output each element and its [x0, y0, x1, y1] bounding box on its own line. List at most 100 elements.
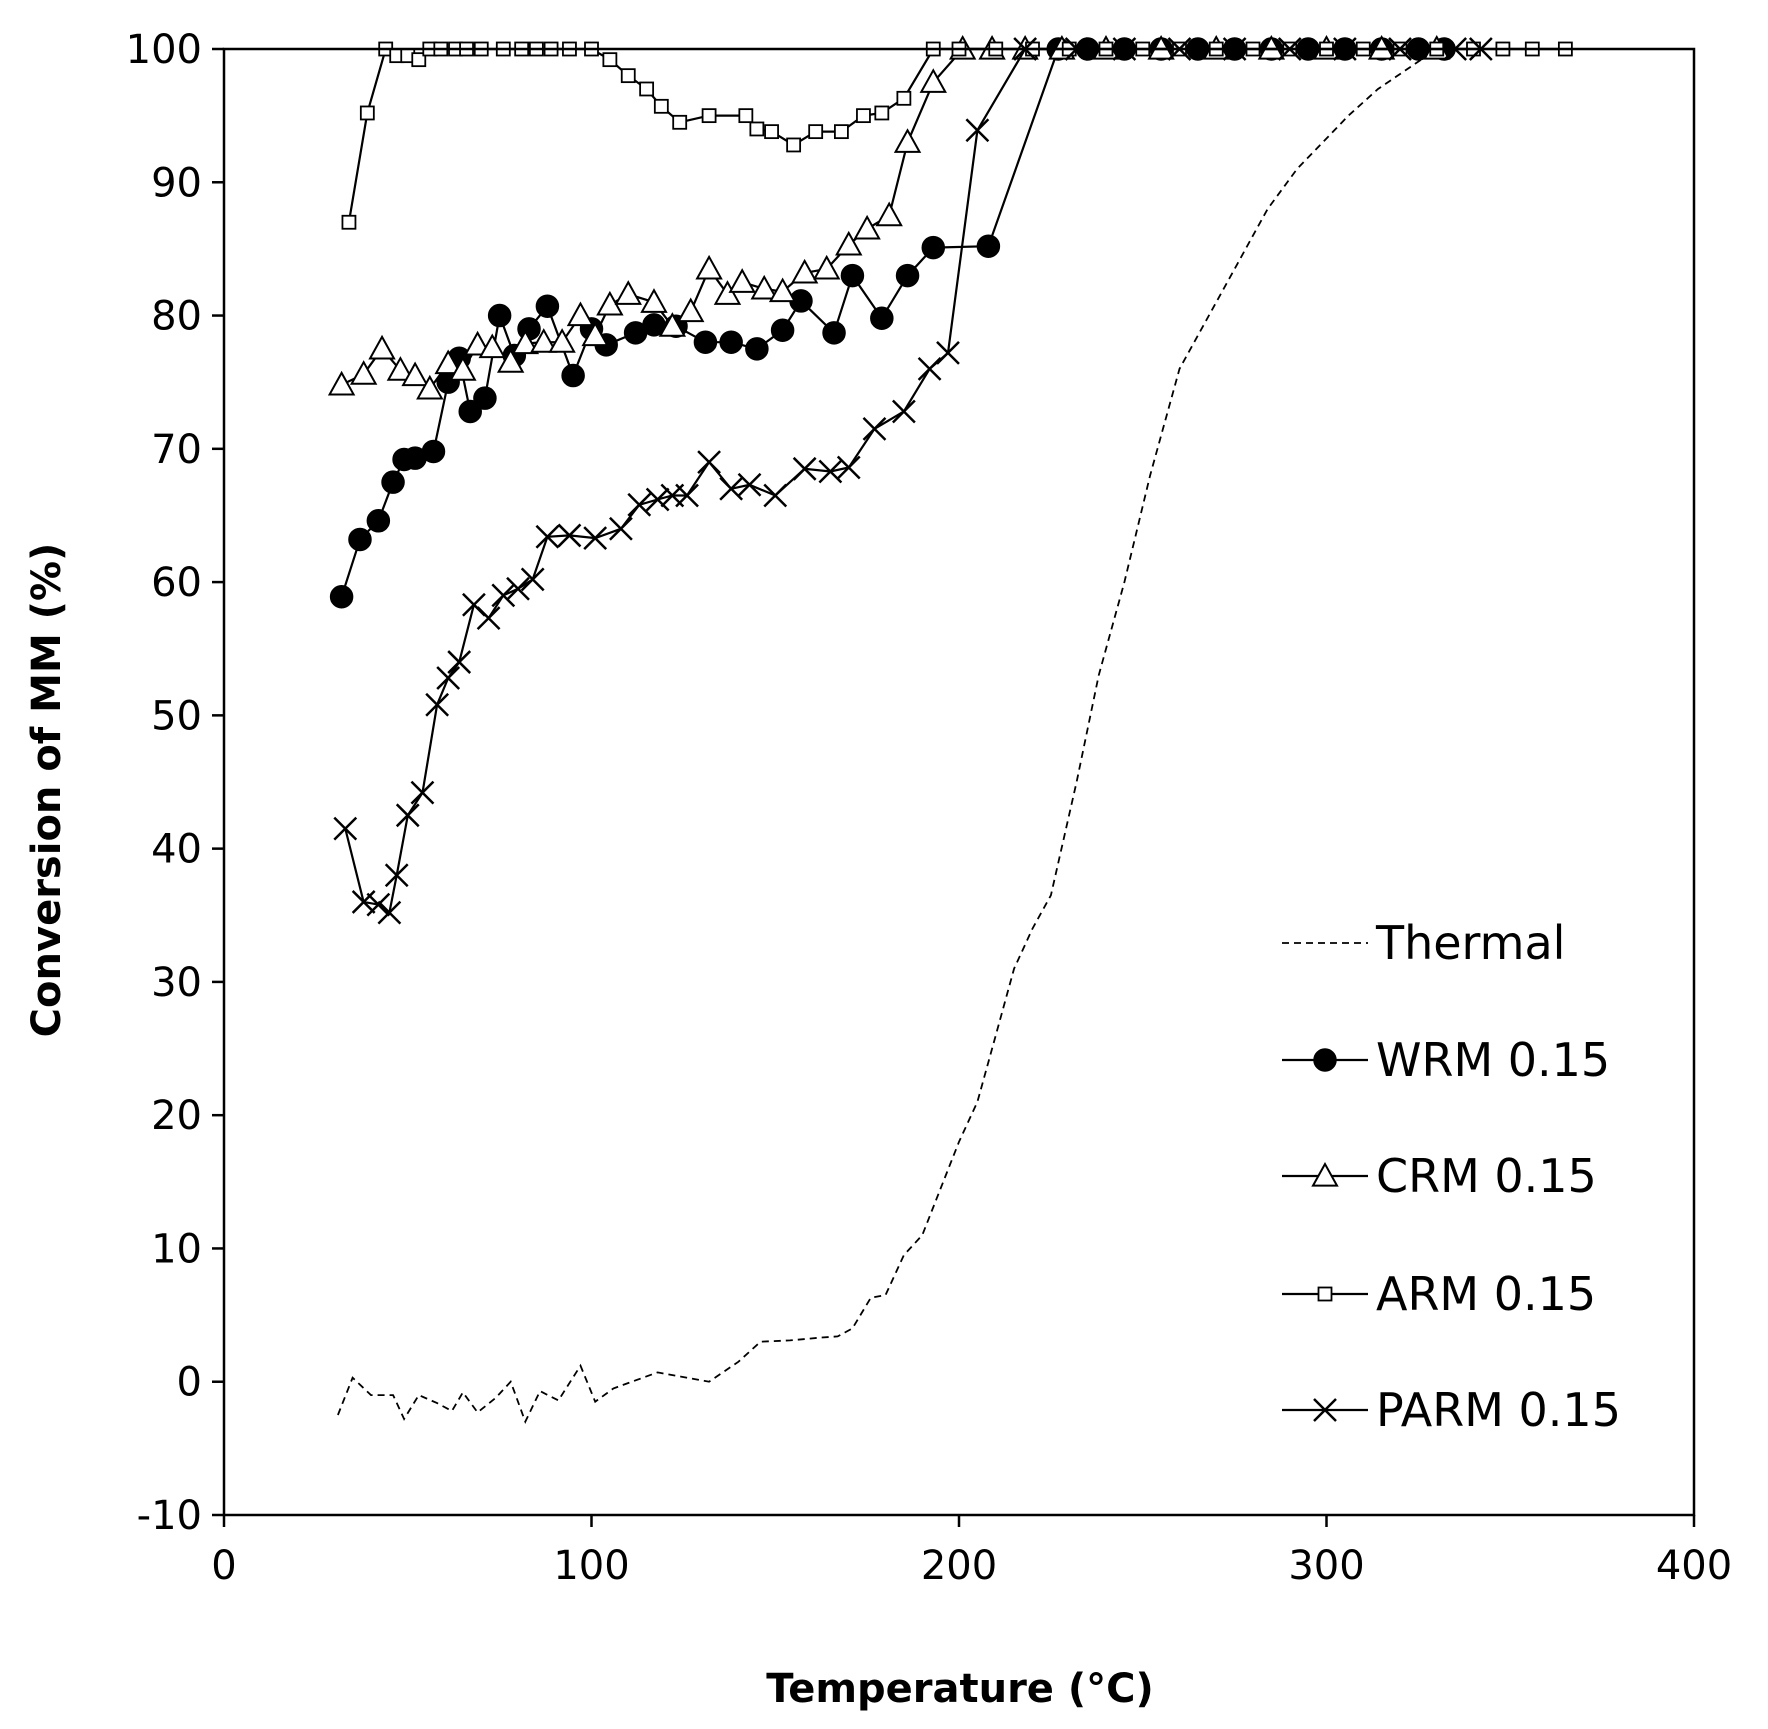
x-marker-stroke	[506, 576, 530, 601]
data-point-circle	[745, 337, 769, 361]
data-point-x	[535, 524, 560, 549]
y-tick-label: 80	[151, 294, 202, 340]
axes-layer	[212, 47, 1696, 1527]
data-point-x	[965, 118, 990, 143]
x-marker-stroke	[377, 900, 402, 925]
data-point-circle	[840, 263, 865, 288]
x-tick-label: 400	[1656, 1543, 1732, 1589]
data-point-square	[639, 81, 655, 97]
data-point-circle	[329, 585, 354, 609]
x-marker-stroke	[965, 118, 990, 143]
data-point-x	[862, 416, 887, 441]
data-point-circle	[561, 363, 585, 388]
data-point-triangle	[566, 301, 595, 327]
data-point-circle	[366, 509, 391, 533]
data-point-square	[896, 90, 912, 106]
y-tick-label: -10	[137, 1493, 202, 1539]
data-point-circle	[895, 263, 920, 288]
data-point-triangle	[614, 280, 642, 305]
data-point-circle	[976, 234, 1001, 258]
data-point-triangle	[581, 321, 609, 347]
x-marker-stroke	[645, 487, 670, 512]
y-tick-label: 60	[151, 560, 202, 606]
data-point-triangle	[463, 330, 492, 356]
data-point-square	[874, 105, 890, 121]
x-marker-stroke	[1313, 1398, 1337, 1422]
x-marker-stroke	[491, 583, 516, 608]
legend-label: CRM 0.15	[1376, 1149, 1597, 1203]
data-point-triangle	[327, 370, 356, 396]
data-point-circle	[421, 439, 446, 464]
data-point-circle	[1313, 1048, 1337, 1072]
data-point-triangle	[386, 356, 415, 381]
data-point-x	[410, 780, 435, 805]
data-point-triangle	[790, 258, 819, 284]
data-point-x	[818, 459, 843, 484]
data-point-circle	[381, 470, 405, 494]
data-point-circle	[822, 321, 846, 345]
data-point-triangle	[658, 312, 687, 337]
legend-label: PARM 0.15	[1376, 1383, 1621, 1437]
data-point-x	[936, 340, 960, 365]
data-point-square	[738, 108, 754, 124]
data-point-square	[808, 124, 824, 140]
x-marker-stroke	[410, 780, 435, 805]
data-point-circle	[348, 527, 372, 552]
data-point-triangle	[416, 374, 444, 400]
data-point-x	[366, 892, 391, 917]
y-tick-label: 40	[151, 827, 202, 873]
data-point-triangle	[768, 277, 797, 303]
data-point-square	[341, 214, 357, 230]
data-point-square	[411, 52, 427, 68]
legend-label: Thermal	[1375, 916, 1565, 970]
data-point-circle	[473, 386, 497, 410]
data-point-x	[557, 523, 582, 548]
data-point-x	[675, 483, 699, 508]
data-point-x	[627, 492, 652, 517]
data-point-triangle	[750, 274, 778, 300]
x-marker-stroke	[462, 592, 486, 617]
data-point-triangle	[349, 360, 378, 385]
data-point-x	[891, 399, 916, 424]
x-marker-stroke	[719, 476, 744, 501]
x-marker-stroke	[675, 483, 699, 508]
data-point-triangle	[695, 254, 723, 280]
data-point-x	[917, 356, 942, 381]
x-marker-stroke	[627, 492, 652, 517]
data-point-x	[436, 666, 461, 690]
data-point-x	[583, 526, 608, 550]
data-point-triangle	[813, 254, 841, 280]
data-point-x	[333, 816, 358, 841]
x-tick-label: 200	[921, 1543, 997, 1589]
y-axis-title: Conversion of MM (%)	[24, 543, 70, 1038]
data-point-x	[697, 450, 721, 475]
data-point-square	[701, 108, 717, 124]
data-point-square	[1317, 1286, 1333, 1302]
legend-entry: PARM 0.15	[1282, 1383, 1621, 1437]
data-point-triangle	[401, 361, 429, 387]
x-marker-stroke	[609, 516, 633, 541]
data-point-triangle	[496, 348, 525, 373]
x-marker-stroke	[436, 666, 461, 690]
x-marker-stroke	[836, 455, 861, 480]
data-point-x	[520, 567, 545, 592]
x-axis-title: Temperature (°C)	[766, 1666, 1154, 1712]
data-point-circle	[770, 318, 795, 342]
data-point-triangle	[713, 280, 742, 305]
data-point-square	[359, 105, 375, 121]
data-point-x	[384, 863, 409, 888]
data-point-circle	[719, 330, 743, 354]
x-marker-stroke	[395, 803, 420, 828]
data-point-triangle	[478, 333, 506, 359]
data-point-square	[786, 137, 802, 153]
x-marker-stroke	[763, 483, 788, 508]
x-marker-stroke	[862, 416, 887, 441]
x-marker-stroke	[425, 692, 450, 717]
data-point-triangle	[728, 268, 756, 293]
data-point-triangle	[640, 288, 668, 313]
data-point-triangle	[530, 328, 558, 353]
legend: Thermal WRM 0.15 CRM 0.15 ARM 0.15 PARM 0.15	[1282, 916, 1621, 1437]
